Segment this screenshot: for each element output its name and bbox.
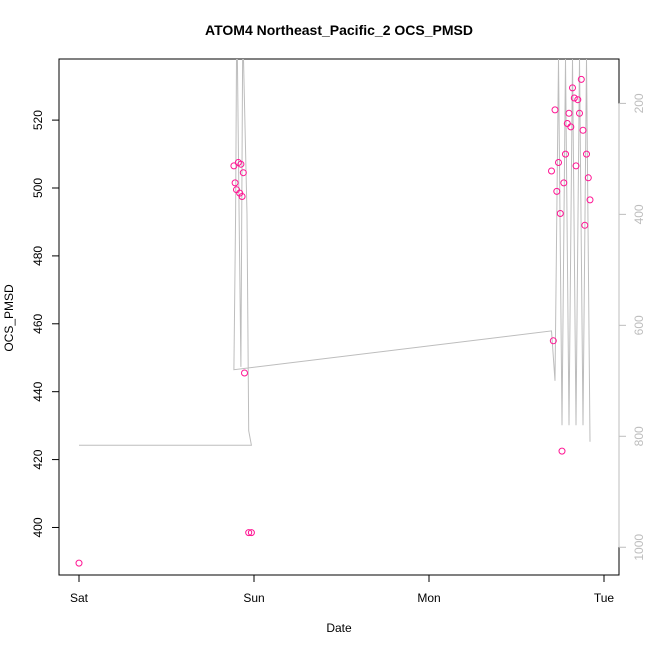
plot-frame	[58, 58, 620, 576]
y-right-tick-label: 400	[632, 204, 646, 224]
data-point	[569, 84, 576, 92]
data-point	[586, 196, 594, 204]
data-point	[551, 106, 559, 114]
data-point	[231, 179, 239, 187]
data-point	[555, 159, 562, 166]
data-point	[579, 126, 587, 134]
y-tick-label: 400	[31, 517, 45, 537]
y-tick-label: 420	[31, 449, 45, 469]
data-point	[75, 559, 83, 567]
x-tick-label: Mon	[417, 591, 440, 605]
y-tick-label: 480	[31, 246, 45, 266]
y-axis-label: OCS_PMSD	[2, 284, 16, 352]
data-point	[572, 162, 580, 170]
chart-title: ATOM4 Northeast_Pacific_2 OCS_PMSD	[205, 22, 473, 38]
data-point	[245, 529, 253, 537]
data-point	[238, 193, 246, 200]
y-tick-label: 440	[31, 381, 45, 401]
x-tick-label: Sun	[243, 591, 264, 605]
data-point	[237, 160, 245, 168]
x-tick-label: Tue	[594, 591, 615, 605]
data-point	[565, 109, 573, 117]
data-point	[562, 150, 569, 158]
line-layer	[79, 59, 591, 446]
data-point	[577, 75, 585, 83]
data-point	[584, 174, 592, 182]
data-point	[583, 150, 590, 158]
data-point	[230, 162, 238, 170]
data-point	[581, 221, 589, 229]
series-line	[79, 59, 591, 446]
y-right-tick-label: 1000	[632, 534, 646, 561]
data-point	[560, 179, 568, 187]
data-point	[553, 187, 561, 195]
y-tick-label: 520	[31, 110, 45, 130]
data-point	[548, 167, 555, 175]
x-axis: Sat Sun Mon Tue	[70, 574, 615, 605]
data-point	[239, 169, 247, 177]
point-layer	[75, 75, 594, 567]
data-point	[241, 369, 248, 377]
data-point	[247, 529, 255, 537]
y-right-tick-label: 800	[632, 426, 646, 446]
y-right-tick-label: 600	[632, 315, 646, 335]
y-right-tick-label: 200	[632, 93, 646, 113]
y-axis-right: 200 400 600 800 1000	[618, 93, 646, 561]
data-point	[556, 210, 564, 217]
data-point	[558, 447, 566, 455]
data-point	[576, 109, 583, 117]
data-point	[570, 94, 578, 102]
y-axis: 400 420 440 460 480 500 520	[31, 110, 60, 538]
x-tick-label: Sat	[70, 591, 89, 605]
x-axis-label: Date	[326, 621, 352, 635]
data-point	[567, 123, 575, 131]
data-point	[574, 96, 582, 104]
y-tick-label: 500	[31, 178, 45, 198]
y-tick-label: 460	[31, 313, 45, 333]
data-point	[549, 337, 557, 345]
